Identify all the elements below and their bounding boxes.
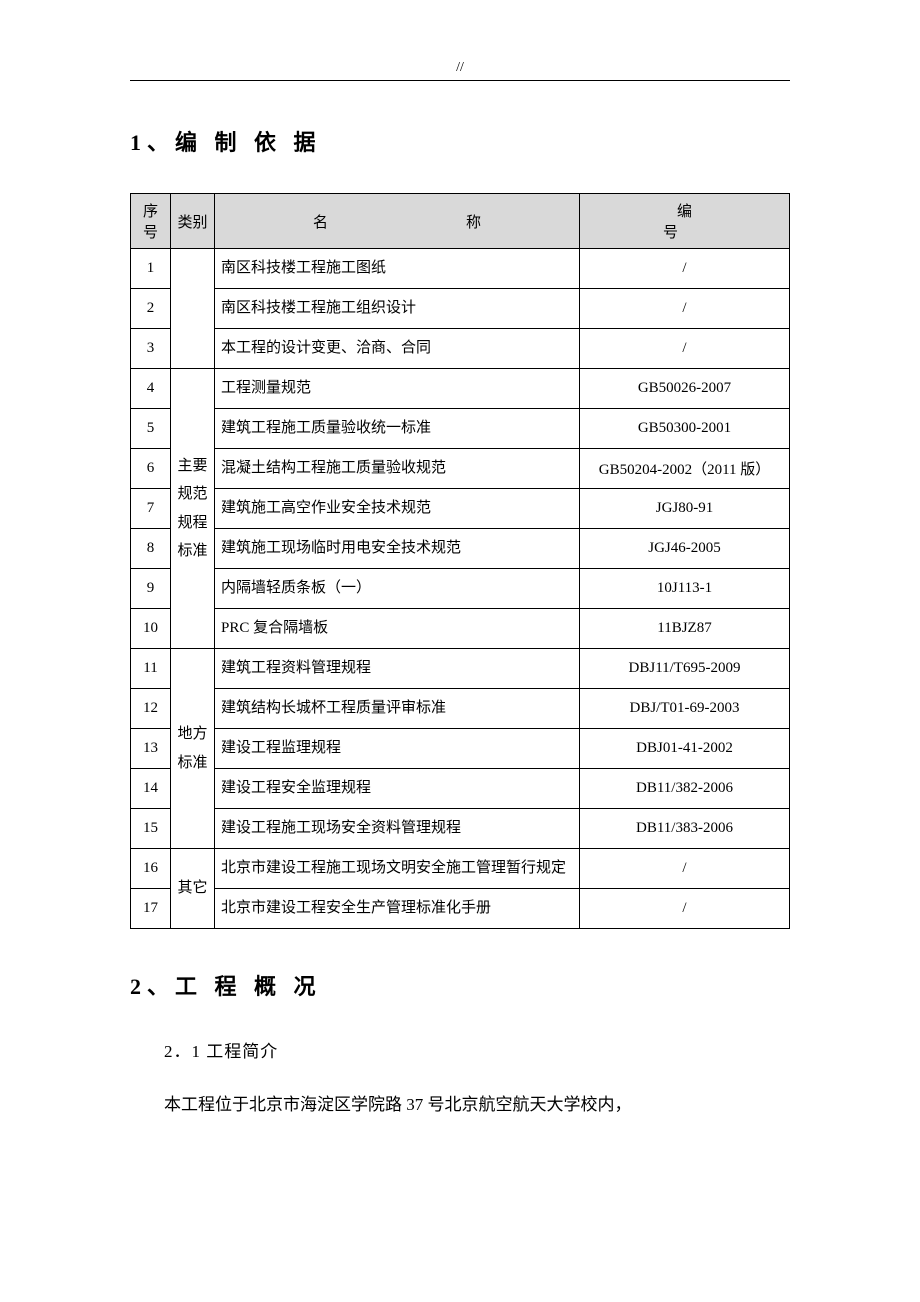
table-row: 2 南区科技楼工程施工组织设计/ [131,289,790,329]
cell-idx: 6 [131,449,171,489]
cell-idx: 12 [131,689,171,729]
cell-code: / [580,849,790,889]
cell-idx: 4 [131,369,171,409]
cell-name: 建设工程监理规程 [215,729,580,769]
table-body: 1南区科技楼工程施工图纸/2南区科技楼工程施工组织设计/3本工程的设计变更、洽商… [131,249,790,929]
cell-code: DBJ11/T695-2009 [580,649,790,689]
section-2-subheading: 2．1 工程简介 [164,1037,790,1062]
table-row: 9 内隔墙轻质条板（一）10J113-1 [131,569,790,609]
table-row: 3 本工程的设计变更、洽商、合同/ [131,329,790,369]
cell-code: DBJ/T01-69-2003 [580,689,790,729]
cell-code: GB50204-2002（2011 版） [580,449,790,489]
cell-idx: 3 [131,329,171,369]
cell-name: 建筑工程施工质量验收统一标准 [215,409,580,449]
cell-code: DB11/383-2006 [580,809,790,849]
table-row: 6 混凝土结构工程施工质量验收规范GB50204-2002（2011 版） [131,449,790,489]
cell-code: DBJ01-41-2002 [580,729,790,769]
section-1-title: 编 制 依 据 [175,130,322,155]
table-row: 11地方标准建筑工程资料管理规程DBJ11/T695-2009 [131,649,790,689]
table-row: 16其它北京市建设工程施工现场文明安全施工管理暂行规定/ [131,849,790,889]
cell-idx: 17 [131,889,171,929]
cell-idx: 14 [131,769,171,809]
cell-name: 工程测量规范 [215,369,580,409]
cell-code: 11BJZ87 [580,609,790,649]
cell-name: PRC 复合隔墙板 [215,609,580,649]
cell-code: JGJ46-2005 [580,529,790,569]
cell-code: GB50026-2007 [580,369,790,409]
table-row: 8 建筑施工现场临时用电安全技术规范JGJ46-2005 [131,529,790,569]
page: // 1、编 制 依 据 序号 类别 名 称 编 号 1南区科技楼工程施工图纸/… [0,0,920,1302]
cell-idx: 9 [131,569,171,609]
cell-code: JGJ80-91 [580,489,790,529]
section-2-heading: 2、工 程 概 况 [130,969,790,1001]
cell-name: 南区科技楼工程施工图纸 [215,249,580,289]
table-row: 5 建筑工程施工质量验收统一标准GB50300-2001 [131,409,790,449]
th-cat: 类别 [171,194,215,249]
cell-code: DB11/382-2006 [580,769,790,809]
cell-code: / [580,289,790,329]
section-1-number: 1、 [130,130,175,155]
cell-code: / [580,889,790,929]
cell-idx: 10 [131,609,171,649]
cell-code: / [580,249,790,289]
cell-idx: 8 [131,529,171,569]
spec-table: 序号 类别 名 称 编 号 1南区科技楼工程施工图纸/2南区科技楼工程施工组织设… [130,193,790,929]
cell-idx: 5 [131,409,171,449]
cell-name: 北京市建设工程安全生产管理标准化手册 [215,889,580,929]
cell-category [171,249,215,369]
cell-name: 建筑工程资料管理规程 [215,649,580,689]
cell-name: 混凝土结构工程施工质量验收规范 [215,449,580,489]
section-1-heading: 1、编 制 依 据 [130,125,790,157]
cell-code: GB50300-2001 [580,409,790,449]
table-row: 15 建设工程施工现场安全资料管理规程DB11/383-2006 [131,809,790,849]
cell-name: 建设工程安全监理规程 [215,769,580,809]
cell-name: 建筑施工高空作业安全技术规范 [215,489,580,529]
cell-idx: 1 [131,249,171,289]
cell-category: 主要规范规程标准 [171,369,215,649]
header-mark: // [130,60,790,76]
table-row: 7 建筑施工高空作业安全技术规范JGJ80-91 [131,489,790,529]
cell-name: 建筑施工现场临时用电安全技术规范 [215,529,580,569]
table-row: 12 建筑结构长城杯工程质量评审标准DBJ/T01-69-2003 [131,689,790,729]
table-row: 10 PRC 复合隔墙板11BJZ87 [131,609,790,649]
sub-number: 2．1 [164,1042,201,1061]
header-rule [130,80,790,81]
th-code: 编 号 [580,194,790,249]
cell-idx: 13 [131,729,171,769]
cell-code: / [580,329,790,369]
cell-category: 其它 [171,849,215,929]
cell-name: 内隔墙轻质条板（一） [215,569,580,609]
table-row: 1 南区科技楼工程施工图纸/ [131,249,790,289]
section-2-number: 2、 [130,974,175,999]
th-idx: 序号 [131,194,171,249]
cell-idx: 2 [131,289,171,329]
cell-idx: 7 [131,489,171,529]
section-2-title: 工 程 概 况 [175,974,322,999]
table-row: 4主要规范规程标准工程测量规范GB50026-2007 [131,369,790,409]
cell-idx: 15 [131,809,171,849]
cell-name: 建筑结构长城杯工程质量评审标准 [215,689,580,729]
cell-name: 建设工程施工现场安全资料管理规程 [215,809,580,849]
cell-name: 北京市建设工程施工现场文明安全施工管理暂行规定 [215,849,580,889]
cell-idx: 11 [131,649,171,689]
table-header-row: 序号 类别 名 称 编 号 [131,194,790,249]
section-2-body: 本工程位于北京市海淀区学院路 37 号北京航空航天大学校内， [164,1086,790,1123]
cell-code: 10J113-1 [580,569,790,609]
th-name: 名 称 [215,194,580,249]
sub-title: 工程简介 [206,1042,278,1061]
table-row: 14 建设工程安全监理规程DB11/382-2006 [131,769,790,809]
table-row: 17 北京市建设工程安全生产管理标准化手册/ [131,889,790,929]
table-row: 13 建设工程监理规程DBJ01-41-2002 [131,729,790,769]
cell-name: 本工程的设计变更、洽商、合同 [215,329,580,369]
cell-name: 南区科技楼工程施工组织设计 [215,289,580,329]
cell-category: 地方标准 [171,649,215,849]
cell-idx: 16 [131,849,171,889]
